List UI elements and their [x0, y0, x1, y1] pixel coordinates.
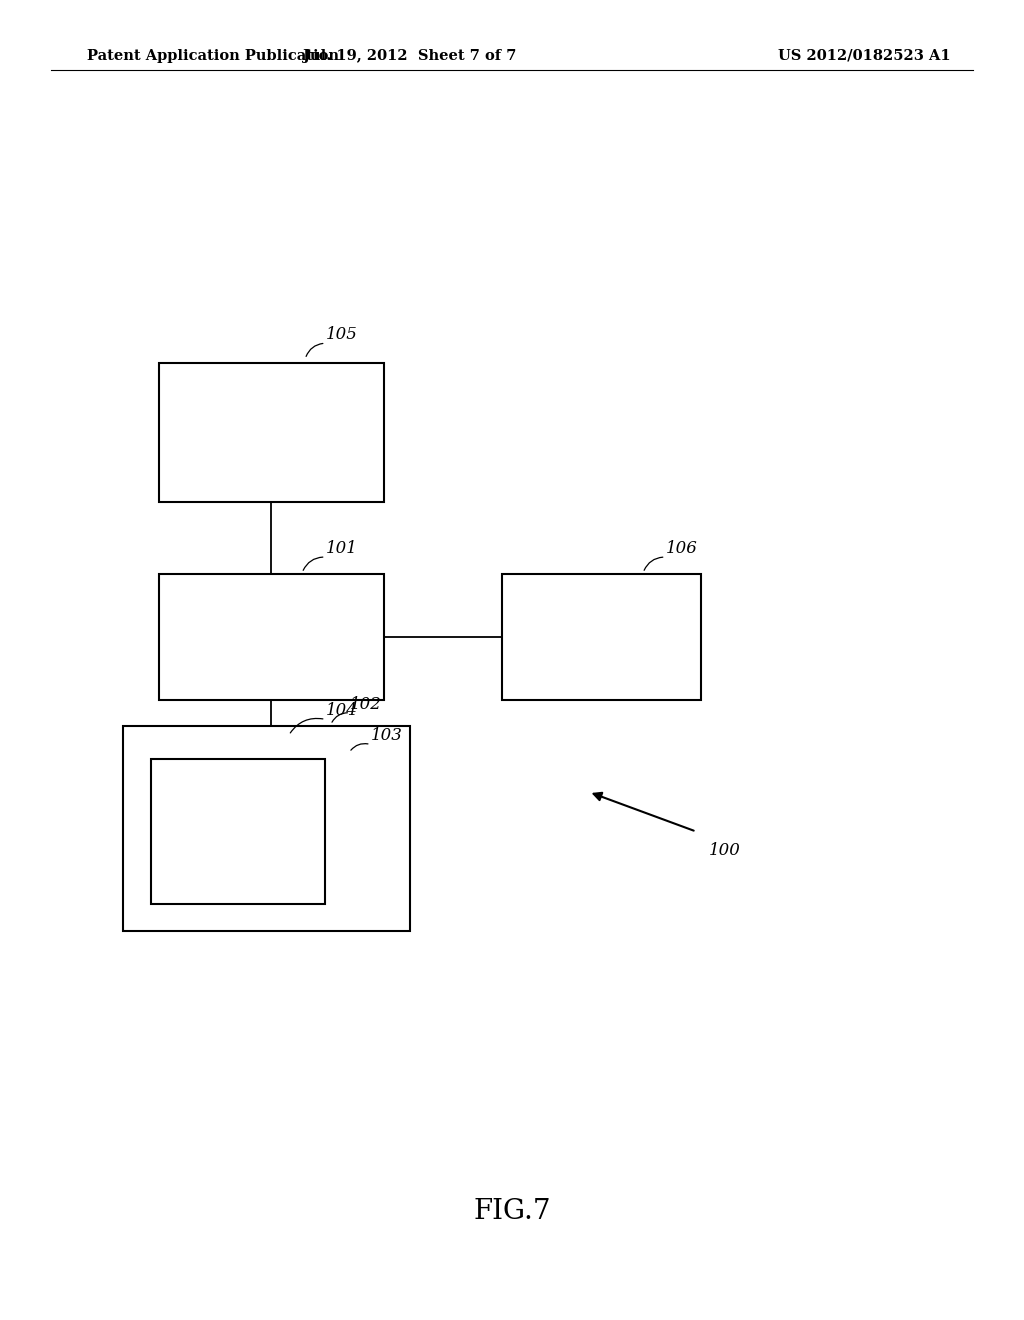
Text: 105: 105 — [326, 326, 357, 343]
Bar — [502, 574, 701, 700]
Bar — [159, 574, 384, 700]
Text: 100: 100 — [709, 842, 740, 859]
Text: 103: 103 — [371, 727, 402, 744]
Text: FIG.7: FIG.7 — [473, 1199, 551, 1225]
Text: Jul. 19, 2012  Sheet 7 of 7: Jul. 19, 2012 Sheet 7 of 7 — [303, 49, 516, 63]
Text: US 2012/0182523 A1: US 2012/0182523 A1 — [778, 49, 951, 63]
Text: 102: 102 — [350, 696, 382, 713]
Bar — [123, 726, 410, 931]
Text: 106: 106 — [666, 540, 697, 557]
Text: Patent Application Publication: Patent Application Publication — [87, 49, 339, 63]
Text: 101: 101 — [326, 540, 357, 557]
Bar — [151, 759, 325, 904]
Text: 104: 104 — [326, 702, 357, 719]
Bar — [159, 363, 384, 502]
